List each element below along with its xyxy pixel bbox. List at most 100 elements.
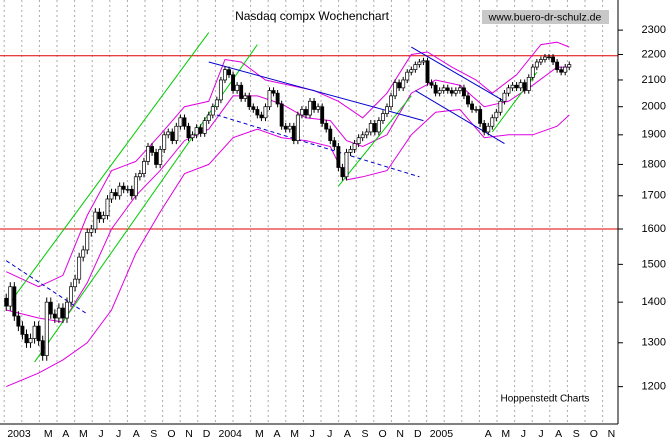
candle-body xyxy=(409,69,414,73)
candle-body xyxy=(251,106,256,110)
candle-body xyxy=(287,125,292,130)
x-tick-label: J xyxy=(98,428,103,440)
candle-body xyxy=(417,61,422,65)
candle-body xyxy=(563,66,568,73)
y-tick-label: 2100 xyxy=(642,74,666,86)
candle-body xyxy=(239,84,244,99)
candle-body xyxy=(547,56,551,59)
candle-body xyxy=(101,215,106,220)
candle-body xyxy=(433,84,438,94)
candle-body xyxy=(60,307,65,319)
candle-body xyxy=(466,95,470,105)
candle-body xyxy=(299,109,304,116)
candle-body xyxy=(133,176,138,197)
candle-body xyxy=(206,114,211,121)
candle-body xyxy=(150,146,154,153)
candle-body xyxy=(141,161,146,175)
month-grid xyxy=(3,0,604,424)
candle-body xyxy=(40,340,45,356)
trend-line xyxy=(9,32,210,303)
candle-body xyxy=(12,286,17,317)
candle-body xyxy=(445,87,450,91)
y-tick-label: 1700 xyxy=(642,190,666,202)
candle-body xyxy=(186,125,191,139)
candle-body xyxy=(16,315,21,327)
x-tick-label: M xyxy=(290,428,299,440)
candle-body xyxy=(340,167,345,178)
candle-body xyxy=(486,125,491,133)
x-tick-label: M xyxy=(44,428,53,440)
candle-body xyxy=(65,301,69,319)
x-tick-label: D xyxy=(414,428,422,440)
x-tick-label: N xyxy=(185,428,193,440)
candle-body xyxy=(441,87,446,91)
candle-body xyxy=(356,137,361,144)
y-tick-label: 1900 xyxy=(642,129,666,141)
candle-body xyxy=(283,125,288,130)
x-tick-label: A xyxy=(133,428,140,440)
y-tick-label: 1500 xyxy=(642,258,666,270)
candle-body xyxy=(502,92,507,102)
x-tick-label: D xyxy=(203,428,211,440)
candle-body xyxy=(44,301,49,356)
candle-body xyxy=(113,192,118,197)
x-tick-label: S xyxy=(150,428,157,440)
candle-body xyxy=(324,123,329,130)
candle-body xyxy=(380,113,385,121)
candle-body xyxy=(344,152,349,178)
candle-body xyxy=(227,69,231,76)
candle-body xyxy=(271,90,276,94)
candle-body xyxy=(263,106,268,119)
x-tick-label: M xyxy=(79,428,88,440)
candle-body xyxy=(368,123,373,133)
candle-body xyxy=(514,84,519,89)
candle-body xyxy=(449,90,454,94)
candle-body xyxy=(551,56,556,63)
candle-body xyxy=(429,82,434,86)
candle-body xyxy=(295,114,300,141)
candle-body xyxy=(543,56,547,60)
x-tick-label: J xyxy=(327,428,332,440)
x-tick-label: A xyxy=(62,428,69,440)
candle-body xyxy=(304,109,308,116)
candle-body xyxy=(510,84,515,89)
candle-body xyxy=(482,123,487,133)
x-tick-label: A xyxy=(555,428,562,440)
candle-body xyxy=(117,185,122,197)
candle-body xyxy=(255,109,260,116)
plot xyxy=(0,32,618,388)
candle-body xyxy=(308,100,312,116)
x-tick-label: O xyxy=(379,428,387,440)
candle-body xyxy=(453,90,458,94)
candle-body xyxy=(8,286,13,307)
x-tick-label: M xyxy=(255,428,264,440)
y-tick-label: 1800 xyxy=(642,158,666,170)
candle-body xyxy=(393,82,398,97)
candle-body xyxy=(518,82,523,89)
candle-body xyxy=(397,82,402,89)
candle-body xyxy=(158,149,163,165)
candle-body xyxy=(530,66,535,78)
x-tick-label: N xyxy=(608,428,616,440)
candle-body xyxy=(328,128,333,141)
candle-body xyxy=(478,109,483,124)
candle-body xyxy=(56,307,61,319)
candle-body xyxy=(194,127,199,136)
x-tick-label: J xyxy=(116,428,121,440)
candle-body xyxy=(348,149,353,153)
candle-body xyxy=(69,286,73,303)
candle-body xyxy=(506,87,511,94)
candle-body xyxy=(364,131,369,136)
candle-body xyxy=(376,120,381,133)
candle-body xyxy=(461,87,466,97)
candle-body xyxy=(567,64,572,68)
candle-body xyxy=(320,106,325,124)
trend-line xyxy=(411,46,505,102)
candle-body xyxy=(559,69,564,73)
candle-body xyxy=(109,192,114,200)
candle-body xyxy=(538,59,543,63)
candle-body xyxy=(218,79,223,101)
candle-body xyxy=(93,211,98,230)
candle-body xyxy=(243,95,248,99)
